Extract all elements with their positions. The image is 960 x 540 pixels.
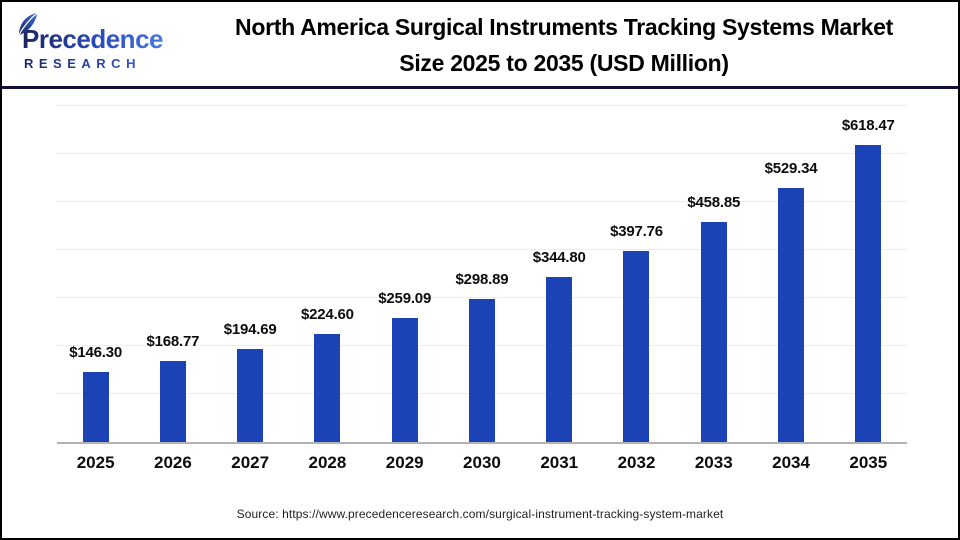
bar-2029 (391, 317, 418, 442)
x-axis-label-2030: 2030 (463, 453, 501, 472)
gridline-700 (57, 105, 907, 106)
bar-2031 (546, 276, 573, 442)
x-axis-label-2029: 2029 (385, 453, 424, 472)
gridline-400 (57, 249, 907, 250)
bar-2028 (314, 334, 341, 442)
x-axis-label-2031: 2031 (540, 453, 579, 472)
bar-slot-2035: $618.47 (830, 94, 907, 442)
x-axis-label-2035: 2035 (849, 453, 888, 472)
precedence-research-logo: Precedence RESEARCH (16, 11, 186, 71)
bar-2030 (468, 298, 495, 442)
leaf-icon (18, 11, 38, 36)
bar-slot-2033: $458.85 (675, 94, 752, 442)
bar-2034 (778, 187, 805, 442)
bar-value-label-2029: $259.09 (378, 289, 432, 307)
bar-value-label-2027: $194.69 (223, 320, 277, 338)
bar-slot-2029: $259.09 (366, 94, 443, 442)
header: Precedence RESEARCH North America Surgic… (2, 2, 958, 86)
bar-slot-2026: $168.77 (134, 94, 211, 442)
source-text: Source: https://www.precedenceresearch.c… (236, 507, 724, 521)
bar-chart: $146.30 $168.77 $194.69 $224.60 $259.09 $298.… (57, 94, 907, 473)
bar-value-label-2026: $168.77 (146, 333, 200, 350)
chart-title-line1: North America Surgical Instruments Track… (235, 14, 893, 40)
bar-value-label-2032: $397.76 (610, 223, 663, 241)
gridline-500 (57, 201, 907, 202)
gridline-300 (57, 297, 907, 298)
x-axis-label-2027: 2027 (231, 453, 270, 472)
bar-value-label-2035: $618.47 (841, 117, 895, 135)
bar-value-label-2031: $344.80 (532, 248, 586, 266)
chart-title-line2: Size 2025 to 2035 (USD Million) (399, 50, 729, 76)
bar-slot-2025: $146.30 (57, 94, 134, 442)
bar-value-label-2028: $224.60 (301, 306, 354, 324)
logo-name: Precedence (22, 23, 163, 54)
bar-slot-2032: $397.76 (598, 94, 675, 442)
source-line: Source: https://www.precedenceresearch.c… (2, 507, 958, 521)
bar-2033 (700, 221, 727, 442)
plot-area: $146.30 $168.77 $194.69 $224.60 $259.09 $298.… (57, 94, 907, 444)
bar-2025 (82, 371, 109, 442)
bar-2027 (237, 348, 264, 442)
bar-2032 (623, 251, 650, 442)
chart-title: North America Surgical Instruments Track… (186, 7, 942, 81)
x-axis-label-2028: 2028 (308, 453, 347, 472)
x-axis-label-2033: 2033 (694, 453, 733, 472)
bar-value-label-2025: $146.30 (69, 343, 123, 361)
bar-slot-2034: $529.34 (752, 94, 829, 442)
bar-value-label-2034: $529.34 (764, 159, 818, 177)
bar-value-label-2033: $458.85 (687, 193, 741, 211)
bar-2035 (855, 145, 882, 442)
gridline-600 (57, 153, 907, 154)
bar-slot-2027: $194.69 (212, 94, 289, 442)
bars-row: $146.30 $168.77 $194.69 $224.60 $259.09 $298.… (57, 94, 907, 442)
bar-value-label-2030: $298.89 (455, 270, 509, 288)
header-divider (2, 86, 958, 89)
x-axis-label-2025: 2025 (76, 453, 115, 472)
x-axis-label-2026: 2026 (153, 453, 192, 472)
logo-subtitle: RESEARCH (16, 56, 186, 71)
bar-slot-2031: $344.80 (521, 94, 598, 442)
bar-2026 (159, 361, 186, 442)
bar-slot-2030: $298.89 (443, 94, 520, 442)
logo-wordmark: Precedence (16, 11, 186, 55)
bar-slot-2028: $224.60 (289, 94, 366, 442)
x-axis-label-2034: 2034 (772, 453, 810, 472)
x-axis-label-2032: 2032 (617, 453, 656, 472)
x-axis-labels: 2025 2026 2027 2028 2029 2030 2031 2032 2033 2034… (57, 444, 907, 473)
